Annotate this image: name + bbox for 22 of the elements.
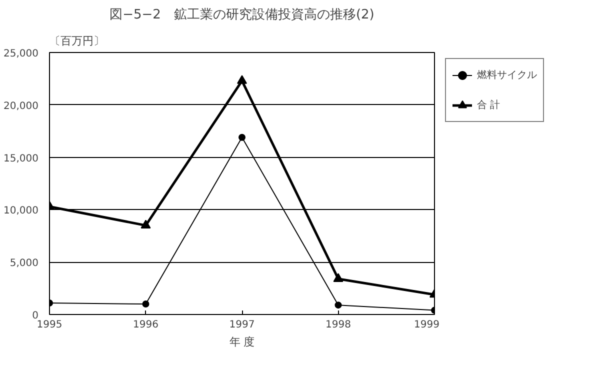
y-tick-label: 5,000 — [10, 258, 39, 270]
point — [140, 220, 151, 229]
point — [237, 75, 247, 84]
x-tick-label: 1996 — [133, 320, 158, 330]
y-tick-label: 15,000 — [4, 153, 39, 164]
point — [334, 302, 342, 309]
y-tick-label: 25,000 — [4, 48, 39, 60]
x-tick-label: 1998 — [326, 320, 351, 330]
chart-title: 図−5−2 鉱工業の研究設備投資高の推移(2) — [110, 6, 374, 22]
y-tick-label: 0 — [32, 310, 39, 322]
y-tick-label: 10,000 — [4, 206, 39, 217]
point — [333, 273, 344, 282]
x-tick-label: 1999 — [414, 320, 440, 330]
legend-label: 燃料サイクル — [477, 68, 537, 82]
x-axis-title: 年 度 — [229, 336, 255, 348]
x-tick-label: 1997 — [229, 320, 255, 330]
y-tick-label: 20,000 — [4, 100, 39, 112]
legend-label: 合 計 — [477, 98, 502, 112]
x-tick-label: 1995 — [36, 320, 62, 330]
point — [142, 300, 150, 308]
point — [238, 134, 246, 141]
y-axis-title: 〔百万円〕 — [50, 34, 104, 48]
